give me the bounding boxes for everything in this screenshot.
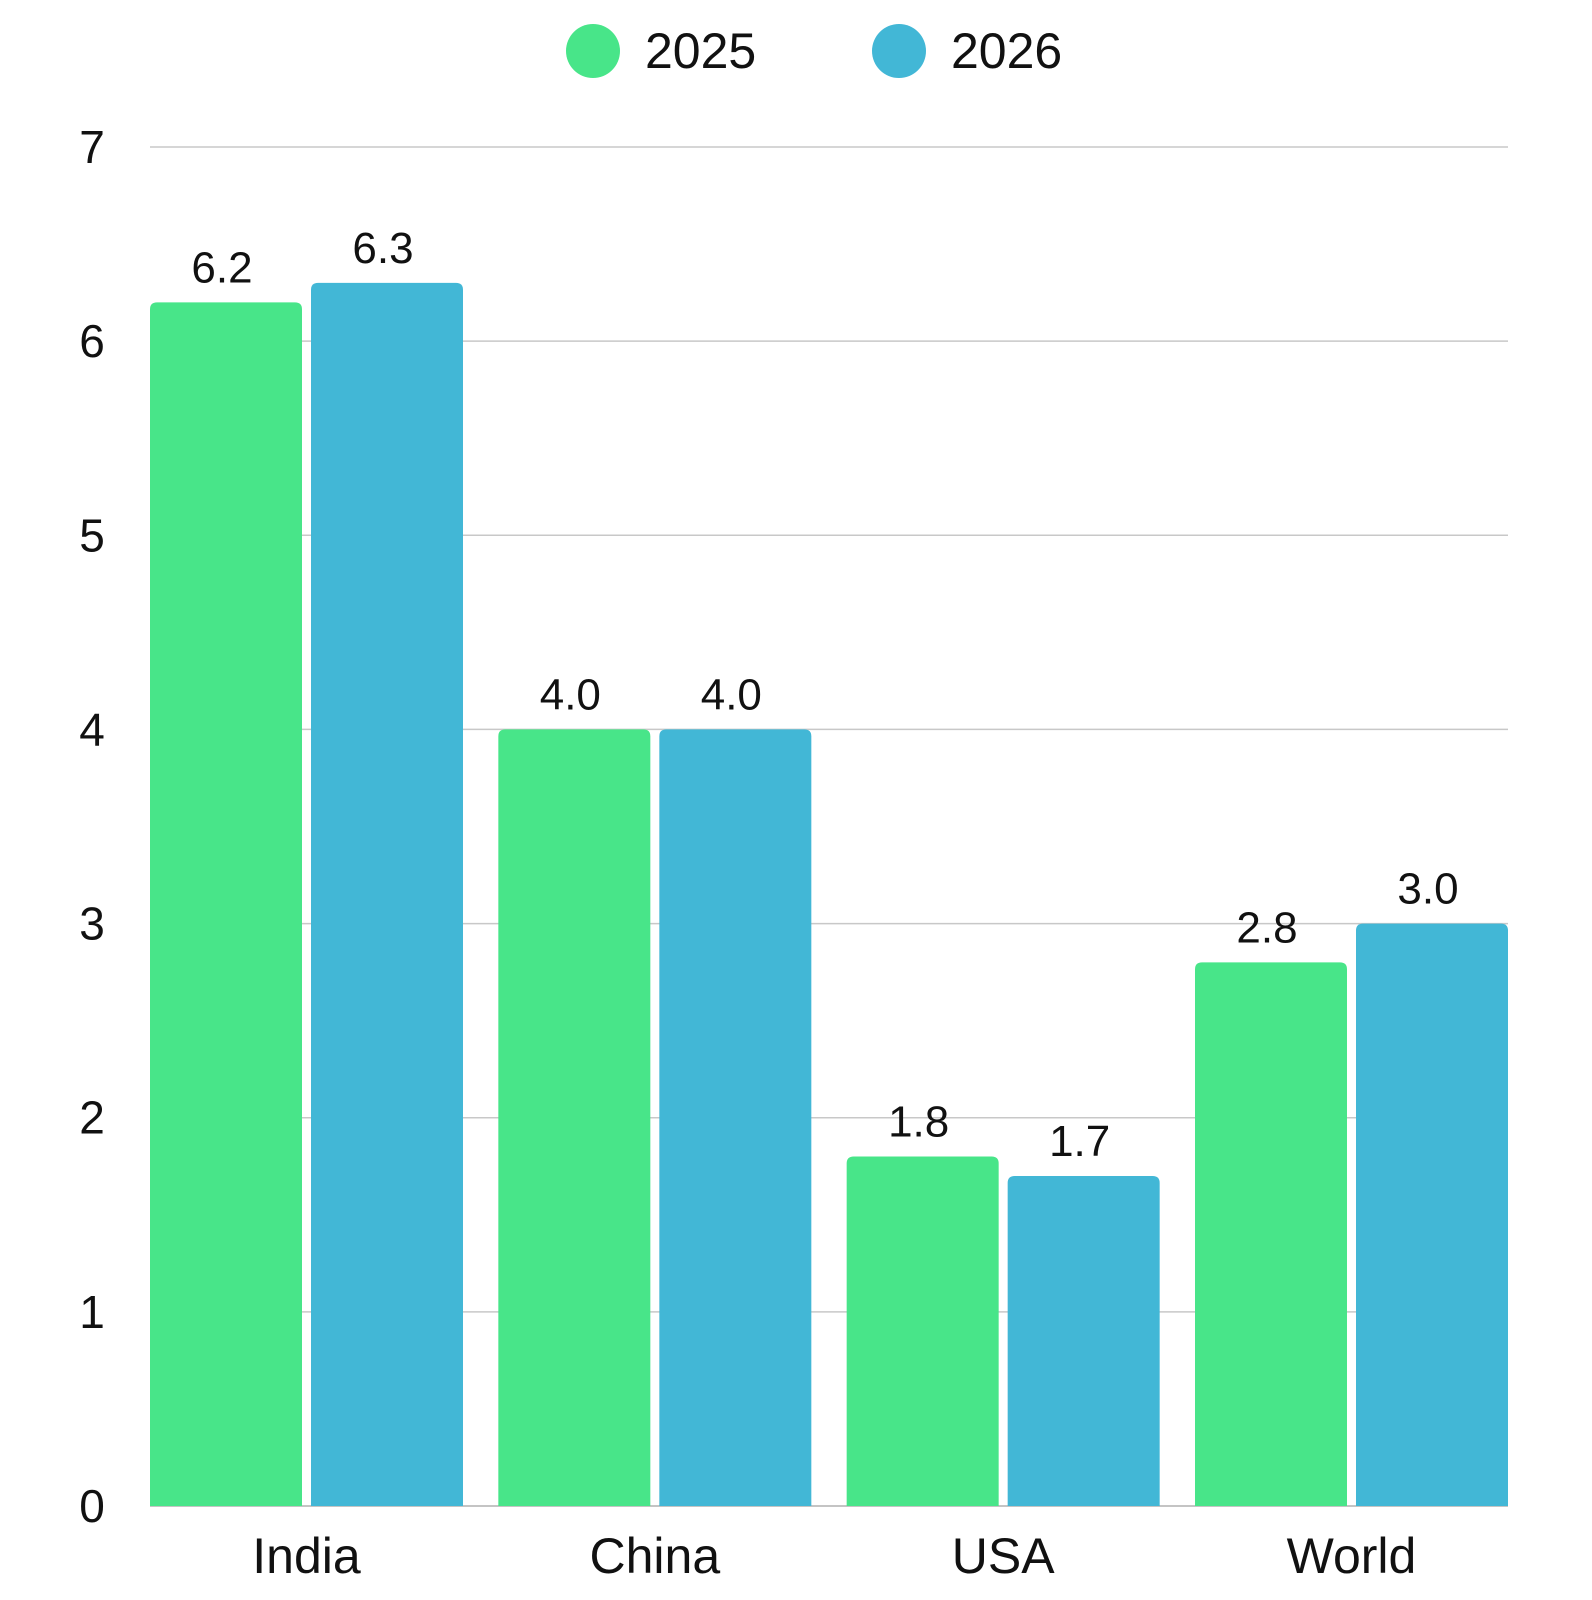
data-label-usa-2025: 1.8 xyxy=(888,1098,949,1147)
x-tick-label-world: World xyxy=(1287,1528,1417,1584)
x-tick-label-usa: USA xyxy=(952,1528,1055,1584)
data-label-india-2026: 6.3 xyxy=(352,224,413,273)
data-label-china-2025: 4.0 xyxy=(540,670,601,719)
bar-world-2026 xyxy=(1356,923,1508,1506)
bar-china-2026 xyxy=(659,729,812,1506)
y-tick-label: 2 xyxy=(79,1092,105,1144)
legend-label-2026: 2026 xyxy=(951,23,1062,79)
data-label-china-2026: 4.0 xyxy=(701,670,762,719)
y-tick-label: 7 xyxy=(79,121,105,173)
y-tick-label: 5 xyxy=(79,509,105,561)
y-axis: 0 1 2 3 4 5 6 7 xyxy=(79,121,105,1532)
data-label-world-2025: 2.8 xyxy=(1236,903,1297,952)
bar-india-2026 xyxy=(311,282,463,1506)
bar-india-2025 xyxy=(150,302,302,1506)
legend: 2025 2026 xyxy=(566,23,1062,79)
bars xyxy=(150,282,1508,1506)
bar-usa-2025 xyxy=(846,1156,999,1506)
data-label-usa-2026: 1.7 xyxy=(1049,1117,1110,1166)
legend-marker-2026 xyxy=(872,24,926,78)
bar-world-2025 xyxy=(1195,962,1347,1506)
legend-label-2025: 2025 xyxy=(645,23,756,79)
x-tick-label-india: India xyxy=(252,1528,361,1584)
bar-china-2025 xyxy=(498,729,651,1506)
bar-usa-2026 xyxy=(1007,1175,1160,1506)
data-label-world-2026: 3.0 xyxy=(1397,865,1458,914)
data-labels: 6.2 6.3 4.0 4.0 1.8 1.7 2.8 3.0 xyxy=(191,224,1458,1166)
y-tick-label: 0 xyxy=(79,1480,105,1532)
data-label-india-2025: 6.2 xyxy=(191,243,252,292)
y-tick-label: 4 xyxy=(79,703,105,755)
y-tick-label: 1 xyxy=(79,1286,105,1338)
y-tick-label: 6 xyxy=(79,315,105,367)
x-axis: India China USA World xyxy=(252,1528,1416,1584)
x-tick-label-china: China xyxy=(590,1528,721,1584)
legend-marker-2025 xyxy=(566,24,620,78)
y-tick-label: 3 xyxy=(79,898,105,950)
